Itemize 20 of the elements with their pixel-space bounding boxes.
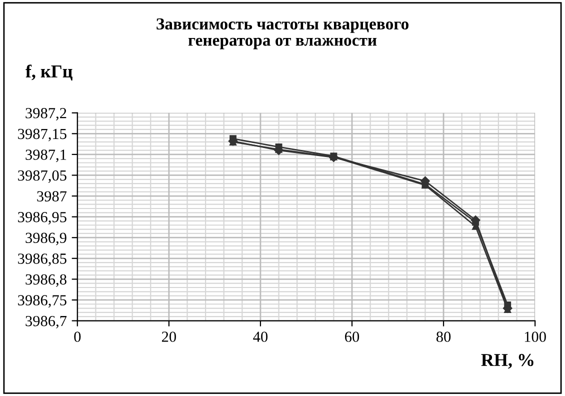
- chart-title: Зависимость частоты кварцевого генератора от влажности: [156, 18, 408, 50]
- y-tick-label: 3987,15: [18, 128, 66, 142]
- x-tick-label: 60: [345, 332, 360, 342]
- x-tick-label: 40: [253, 332, 268, 342]
- x-tick-label: 20: [162, 332, 176, 342]
- x-tick-label: 100: [524, 332, 546, 342]
- x-axis-title: RH, %: [481, 354, 534, 369]
- x-tick-label: 0: [74, 332, 81, 342]
- y-tick-label: 3986,95: [18, 212, 66, 224]
- y-tick-label: 3987,2: [26, 108, 66, 121]
- y-tick-label: 3986,75: [18, 295, 66, 308]
- x-tick-label: 80: [436, 332, 451, 342]
- y-tick-label: 3987: [37, 191, 67, 202]
- y-tick-label: 3987,05: [18, 170, 66, 183]
- y-tick-label: 3986,85: [18, 254, 66, 266]
- y-axis-title: f, кГц: [26, 64, 72, 80]
- y-tick-label: 3986,9: [26, 232, 66, 246]
- y-tick-label: 3987,1: [26, 150, 66, 162]
- y-tick-label: 3986,8: [26, 274, 66, 287]
- y-tick-label: 3986,7: [26, 316, 67, 328]
